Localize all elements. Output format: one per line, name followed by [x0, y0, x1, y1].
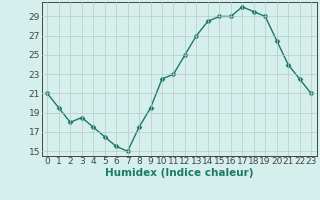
X-axis label: Humidex (Indice chaleur): Humidex (Indice chaleur): [105, 168, 253, 178]
